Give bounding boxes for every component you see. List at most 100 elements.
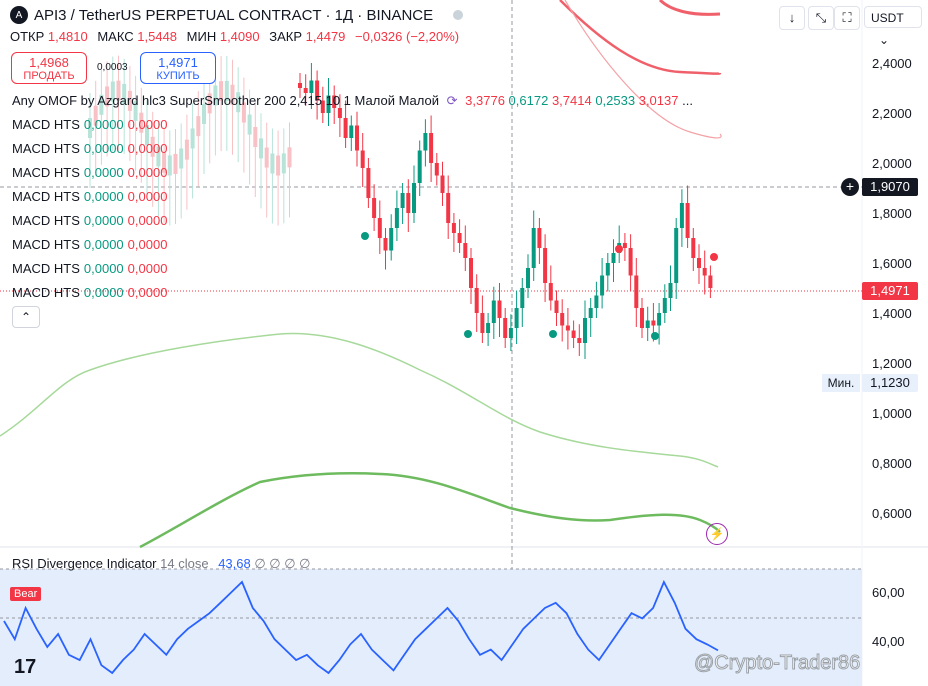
rsi-tick: 60,00 [872,585,905,600]
candle-body-faded [224,80,229,101]
symbol-header: A API3 / TetherUS PERPETUAL CONTRACT · 1… [10,6,464,24]
candle-body [377,218,382,238]
candle-body [611,253,616,263]
candle-body [508,328,513,338]
symbol-title[interactable]: API3 / TetherUS PERPETUAL CONTRACT · 1Д … [34,6,434,24]
macd-name: MACD HTS [12,213,80,228]
omof-more[interactable]: ... [682,93,693,108]
macd-value-a: 0,0000 [83,261,124,276]
macd-legend-row[interactable]: MACD HTS 0,0000 0,0000 [12,165,167,180]
candle-body [360,150,365,168]
settings-icon[interactable]: ⟳ [446,93,458,108]
candle-body [685,203,690,238]
candle-body-faded [190,128,195,149]
candle-body-faded [202,103,206,124]
macd-value-a: 0,0000 [83,285,124,300]
candle-body [628,248,633,276]
candle-body [355,125,359,151]
omof-value-4: 0,2533 [595,93,636,108]
macd-legend-row[interactable]: MACD HTS 0,0000 0,0000 [12,213,167,228]
candle-body-faded [162,152,167,173]
rsi-legend[interactable]: RSI Divergence Indicator 14 close 43,68 … [12,556,311,572]
macd-legend-row[interactable]: MACD HTS 0,0000 0,0000 [12,117,167,132]
chevron-down-icon: ⌄ [879,33,890,47]
candle-body [600,275,605,296]
macd-value-a: 0,0000 [83,117,124,132]
candle-body [662,298,667,313]
macd-legend-row[interactable]: MACD HTS 0,0000 0,0000 [12,237,167,252]
candle-body [537,228,542,248]
price-tick: 1,4000 [872,306,912,321]
expand-icon[interactable]: ⤡ [808,6,834,30]
crosshair-price-label: 1,9070 [862,178,918,196]
rsi-params: 14 close [160,556,209,571]
market-status-icon[interactable] [453,10,464,20]
candle-body [565,325,570,331]
macd-legend-row[interactable]: MACD HTS 0,0000 0,0000 [12,285,167,300]
candle-body [486,323,491,333]
omof-indicator-legend[interactable]: Any OMOF by Azgard hlc3 SuperSmoother 20… [12,93,693,109]
candle-body [691,238,696,258]
rsi-empty-values: ∅ ∅ ∅ ∅ [254,556,311,571]
candle-body-faded [127,90,132,111]
candle-body [543,248,548,283]
candle-body [298,83,302,88]
flash-icon[interactable]: ⚡ [706,523,728,545]
arrow-down-icon[interactable]: ↓ [779,6,805,30]
collapse-legend-button[interactable]: ⌃ [12,306,40,328]
tradingview-logo[interactable]: 17 [14,656,37,678]
candle-body [366,168,371,198]
price-tick: 2,4000 [872,56,912,71]
candle-body [446,193,451,223]
candle-body [417,150,422,183]
macd-value-a: 0,0000 [83,165,124,180]
candle-body-faded [281,153,286,174]
ohlc-high-value: 1,5448 [137,29,178,44]
candle-body [491,300,496,323]
candle-body [457,233,462,243]
rsi-tick: 40,00 [872,634,905,649]
signal-dot [651,332,659,340]
candle-body-faded [173,153,178,174]
rsi-label: RSI Divergence Indicator [12,556,157,571]
price-tick: 1,0000 [872,406,912,421]
candle-body-faded [247,114,252,135]
omof-value-2: 0,6172 [508,93,549,108]
currency-select[interactable]: USDT ⌄ [864,6,922,47]
buy-button[interactable]: 1,4971 КУПИТЬ [140,52,216,84]
candle-body [526,268,530,288]
buy-label: КУПИТЬ [156,70,200,82]
add-alert-icon[interactable]: + [841,178,859,196]
candle-body [423,133,428,151]
candle-body [514,308,519,328]
candle-body-faded [253,126,258,147]
macd-value-a: 0,0000 [83,141,124,156]
macd-name: MACD HTS [12,189,80,204]
candle-body [474,288,479,313]
spread-value: 0,0003 [97,62,128,73]
sell-button[interactable]: 1,4968 ПРОДАТЬ [11,52,87,84]
omof-label: Any OMOF by Azgard hlc3 SuperSmoother 20… [12,93,439,108]
sell-price: 1,4968 [29,55,69,70]
candle-body [583,318,587,343]
candle-body-faded [287,147,292,168]
macd-legend-row[interactable]: MACD HTS 0,0000 0,0000 [12,261,167,276]
candle-body [645,320,650,328]
macd-legend-row[interactable]: MACD HTS 0,0000 0,0000 [12,189,167,204]
candle-body [702,268,707,276]
macd-value-b: 0,0000 [127,213,168,228]
macd-legend-row[interactable]: MACD HTS 0,0000 0,0000 [12,141,167,156]
candle-body [697,258,701,268]
candle-body [337,108,342,118]
candle-body [708,275,713,288]
fullscreen-icon[interactable]: ⛶ [834,6,860,30]
candle-body-faded [93,105,98,126]
candle-body-faded [150,136,155,157]
candle-body-faded [133,100,138,121]
candle-body [463,243,468,258]
watermark-text: @Crypto-Trader86 [693,652,861,675]
candle-body-faded [241,102,246,123]
candle-body-faded [105,86,110,107]
channel-top-curve [658,0,721,16]
